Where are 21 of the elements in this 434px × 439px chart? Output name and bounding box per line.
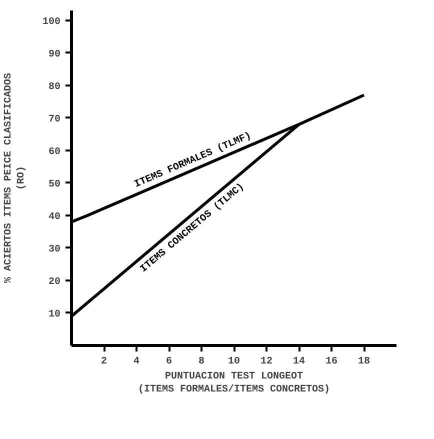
x-tick-label: 18 xyxy=(358,356,370,368)
x-tick-label: 6 xyxy=(166,356,172,368)
y-tick-label: 50 xyxy=(48,179,61,190)
y-tick-label: 30 xyxy=(48,244,61,256)
y-tick-label: 10 xyxy=(48,309,61,320)
y-tick-label: 70 xyxy=(48,114,61,126)
x-tick-label: 16 xyxy=(326,356,338,368)
x-tick-label: 14 xyxy=(293,356,306,368)
y-tick-label: 100 xyxy=(42,16,61,28)
x-tick-label: 12 xyxy=(260,356,273,368)
y-tick-label: 60 xyxy=(48,146,61,158)
y-tick-label: 20 xyxy=(48,276,61,288)
y-axis-title: % ACIERTOS ITEMS PEICE CLASIFICADOS (RO) xyxy=(3,72,28,284)
x-tick-label: 10 xyxy=(228,356,240,368)
x-tick-label: 2 xyxy=(101,356,108,368)
x-tick-label: 4 xyxy=(134,356,140,368)
x-tick-label: 8 xyxy=(198,356,205,368)
x-axis-title: PUNTUACION TEST LONGEOT (ITEMS FORMALES/ITEMS CONCRETOS) xyxy=(138,372,330,396)
y-tick-label: 90 xyxy=(48,49,61,60)
y-tick-label: 40 xyxy=(48,212,61,223)
y-tick-label: 80 xyxy=(48,82,61,93)
